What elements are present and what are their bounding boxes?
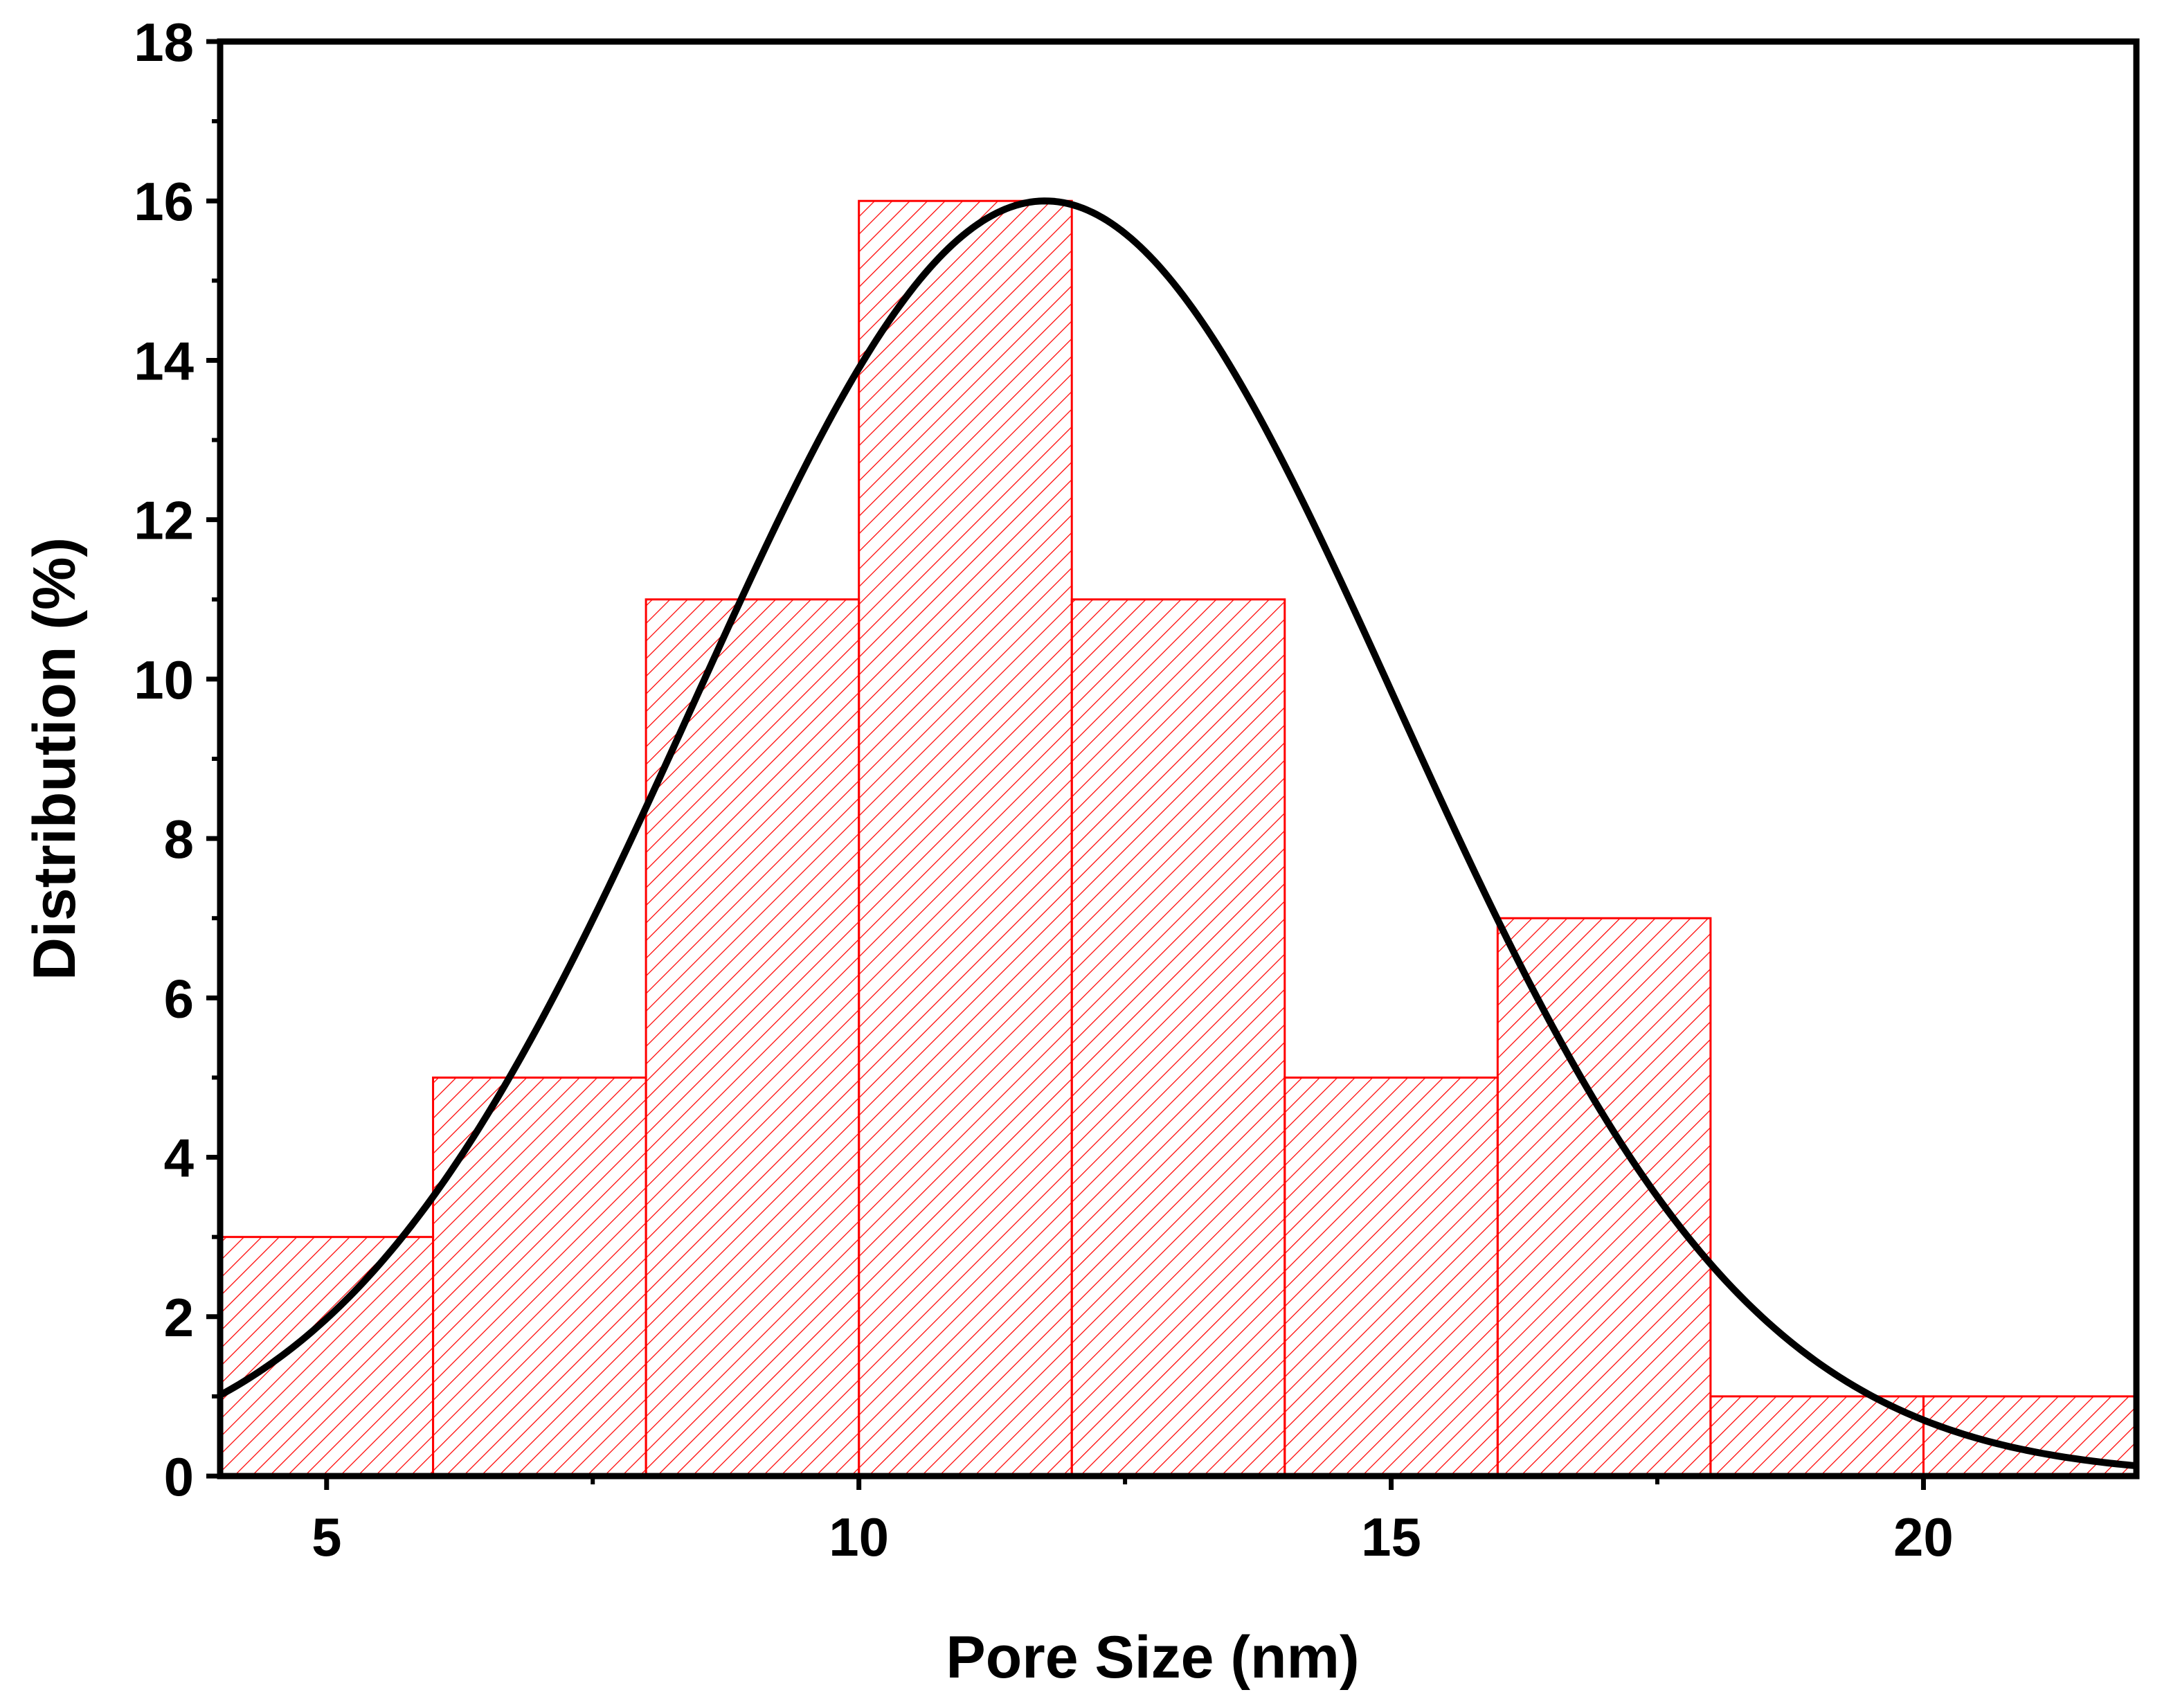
histogram-bar-7 bbox=[1496, 917, 1712, 1476]
x-tick-label-20: 20 bbox=[1893, 1507, 1954, 1567]
x-tick-label-5: 5 bbox=[312, 1507, 341, 1567]
y-tick-label-18: 18 bbox=[134, 12, 194, 73]
y-tick-label-12: 12 bbox=[134, 490, 194, 551]
histogram-bar-1 bbox=[220, 1236, 435, 1476]
y-tick-label-2: 2 bbox=[164, 1287, 194, 1348]
y-tick-label-8: 8 bbox=[164, 809, 194, 870]
histogram-bar-2 bbox=[432, 1076, 647, 1476]
y-tick-label-14: 14 bbox=[134, 330, 194, 391]
histogram-bar-8 bbox=[1709, 1395, 1925, 1476]
x-axis-label: Pore Size (nm) bbox=[946, 1624, 1359, 1691]
x-tick-label-10: 10 bbox=[829, 1507, 889, 1567]
gaussian-fit-curve bbox=[220, 197, 2136, 1470]
y-tick-label-6: 6 bbox=[164, 968, 194, 1029]
y-axis-label: Distribution (%) bbox=[21, 537, 88, 980]
histogram-bar-3 bbox=[645, 598, 861, 1476]
y-tick-label-10: 10 bbox=[134, 649, 194, 710]
y-tick-label-0: 0 bbox=[164, 1446, 194, 1507]
histogram-bar-6 bbox=[1283, 1076, 1499, 1476]
histogram-bar-5 bbox=[1070, 598, 1286, 1476]
ticks-group: 5 10 15 20 0 2 4 6 8 10 12 14 16 18 bbox=[134, 12, 1954, 1567]
histogram-bar-4 bbox=[858, 199, 1073, 1476]
y-tick-label-4: 4 bbox=[164, 1128, 194, 1189]
bars-group bbox=[220, 199, 2136, 1476]
x-tick-label-15: 15 bbox=[1361, 1507, 1421, 1567]
y-tick-label-16: 16 bbox=[134, 171, 194, 232]
fit-curve-group bbox=[220, 197, 2136, 1470]
